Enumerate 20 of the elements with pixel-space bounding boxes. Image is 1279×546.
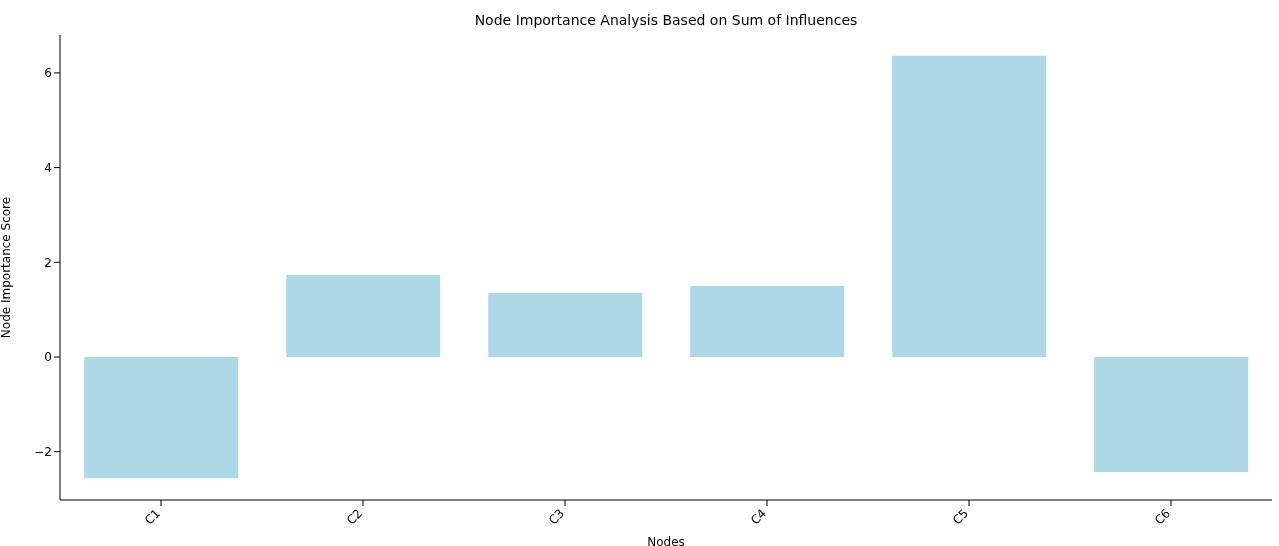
y-tick-label: 4 xyxy=(44,160,52,175)
y-axis-title: Node Importance Score xyxy=(0,196,14,339)
y-tick-label: −2 xyxy=(34,444,52,459)
x-tick-label: C1 xyxy=(141,506,164,528)
x-tick-label: C5 xyxy=(949,506,972,528)
x-axis-title: Nodes xyxy=(647,535,685,546)
bar xyxy=(286,275,441,357)
x-tick-label: C2 xyxy=(343,506,366,528)
y-tick-label: 0 xyxy=(44,350,52,365)
y-tick-label: 6 xyxy=(44,66,52,81)
x-tick-label: C6 xyxy=(1151,506,1174,528)
x-tick-label: C3 xyxy=(545,506,568,528)
chart-title: Node Importance Analysis Based on Sum of Influences xyxy=(473,12,859,28)
x-tick-label: C4 xyxy=(747,506,770,528)
bar xyxy=(84,357,239,479)
bar xyxy=(488,293,643,357)
y-tick-label: 2 xyxy=(44,255,52,270)
bar xyxy=(690,285,845,357)
bar xyxy=(892,55,1047,357)
bar xyxy=(1094,357,1249,473)
